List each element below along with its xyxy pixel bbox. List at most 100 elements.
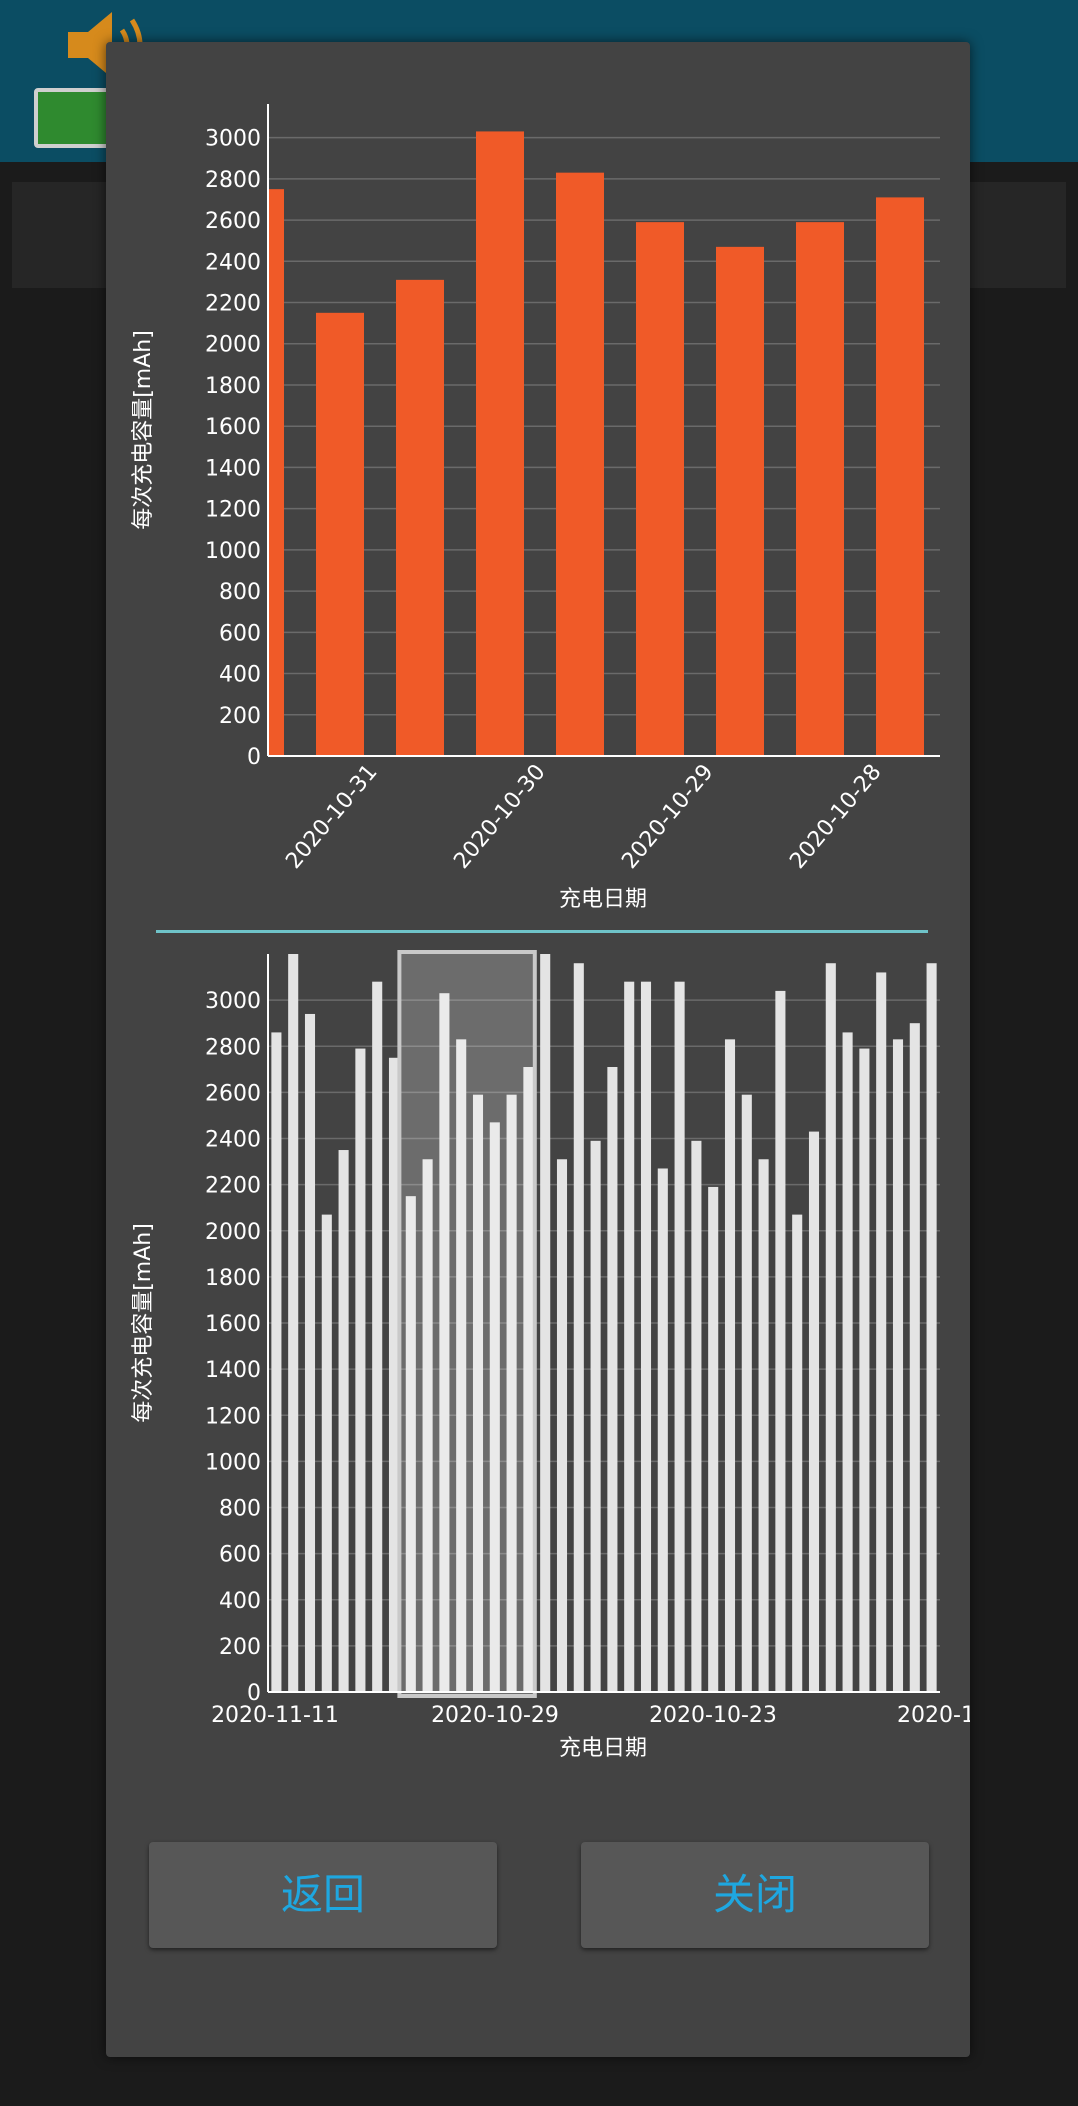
y-tick-label: 0 <box>247 1681 261 1706</box>
y-tick-label: 800 <box>219 1497 261 1522</box>
y-tick-label: 2400 <box>205 250 261 275</box>
bar <box>691 1140 702 1692</box>
x-tick-label: 2020-10-29 <box>617 760 718 874</box>
bar <box>355 1048 366 1692</box>
bar <box>674 981 685 1692</box>
y-tick-label: 1800 <box>205 1266 261 1291</box>
bar <box>476 131 524 757</box>
y-tick-label: 1600 <box>205 415 261 440</box>
bar <box>636 222 684 757</box>
charge-capacity-chart-overview[interactable]: 0 200 400 600 800 1000 1200 1400 1600 1800 2000 220… <box>131 950 970 1761</box>
x-tick-label: 2020-1 <box>897 1703 970 1728</box>
bar <box>372 981 383 1692</box>
bar <box>741 1094 752 1692</box>
x-tick-label: 2020-10-28 <box>785 760 886 874</box>
bar <box>316 312 364 756</box>
y-tick-label: 1400 <box>205 1358 261 1383</box>
y-tick-label: 1200 <box>205 498 261 523</box>
bar <box>422 1159 433 1692</box>
charge-capacity-chart-detail[interactable]: 0 200 400 600 800 1000 1200 1400 1600 1800 2000 220… <box>131 104 940 912</box>
y-tick-label: 1000 <box>205 539 261 564</box>
bar <box>288 954 299 1692</box>
bar <box>338 1150 349 1692</box>
bar <box>271 1032 282 1692</box>
bar <box>657 1168 668 1692</box>
chart-divider <box>156 930 928 933</box>
charge-charts: 0200400600800100012001400160018002000220… <box>131 104 970 1761</box>
bar <box>842 1032 853 1692</box>
y-tick-label: 1600 <box>205 1312 261 1337</box>
bar <box>489 1122 500 1692</box>
bar <box>624 981 635 1692</box>
x-axis-title: 充电日期 <box>559 1736 647 1761</box>
bar <box>796 222 844 757</box>
y-tick-label: 3000 <box>205 127 261 152</box>
bar <box>388 1057 400 1692</box>
bar <box>758 1159 769 1692</box>
y-tick-label: 600 <box>219 621 261 646</box>
selection-window <box>397 950 537 1698</box>
bar <box>926 963 937 1692</box>
bar <box>523 1067 534 1692</box>
y-tick-label: 2000 <box>205 333 261 358</box>
x-tick-label: 2020-10-31 <box>281 760 382 874</box>
y-tick-label: 2800 <box>205 1035 261 1060</box>
y-tick-label: 2600 <box>205 1081 261 1106</box>
bar <box>304 1013 316 1692</box>
close-button[interactable]: 关闭 <box>581 1842 929 1948</box>
bar <box>876 197 924 756</box>
x-tick-label: 2020-10-23 <box>649 1703 777 1728</box>
x-tick-label: 2020-10-29 <box>431 1703 559 1728</box>
y-tick-label: 200 <box>219 1635 261 1660</box>
bar <box>396 279 444 756</box>
bar <box>716 246 764 756</box>
y-tick-label: 200 <box>219 704 261 729</box>
bar <box>405 1196 416 1692</box>
y-tick-label: 1800 <box>205 374 261 399</box>
bar <box>590 1140 601 1692</box>
y-tick-label: 400 <box>219 663 261 688</box>
bar <box>607 1067 618 1692</box>
bar <box>321 1214 332 1692</box>
bar <box>472 1094 484 1692</box>
bar <box>909 1023 920 1692</box>
bar <box>825 963 836 1692</box>
y-axis-title: 每次充电容量[mAh] <box>131 1223 156 1423</box>
x-tick-label: 2020-11-11 <box>211 1703 339 1728</box>
bar <box>808 1131 820 1692</box>
y-tick-label: 1400 <box>205 456 261 481</box>
y-tick-label: 2200 <box>205 1174 261 1199</box>
y-tick-label: 600 <box>219 1543 261 1568</box>
bar <box>775 990 786 1692</box>
bar <box>573 963 584 1692</box>
y-tick-label: 2800 <box>205 168 261 193</box>
y-tick-label: 0 <box>247 745 261 770</box>
bar <box>540 954 551 1692</box>
bar <box>892 1039 904 1692</box>
charge-history-dialog: 0 200 400 600 800 1000 1200 1400 1600 1800 2000 220… <box>106 42 970 2057</box>
y-tick-label: 800 <box>219 580 261 605</box>
bar <box>876 972 887 1692</box>
y-tick-label: 400 <box>219 1589 261 1614</box>
y-axis-title: 每次充电容量[mAh] <box>131 330 156 530</box>
bar <box>640 981 652 1692</box>
bar <box>792 1214 803 1692</box>
y-tick-label: 2000 <box>205 1220 261 1245</box>
y-tick-label: 1000 <box>205 1450 261 1475</box>
bar <box>269 189 284 757</box>
bar <box>456 1039 467 1692</box>
x-tick-label: 2020-10-30 <box>449 760 550 874</box>
y-tick-label: 2600 <box>205 209 261 234</box>
bar <box>556 172 604 756</box>
y-tick-label: 3000 <box>205 989 261 1014</box>
bar <box>708 1186 719 1692</box>
x-axis-title: 充电日期 <box>559 887 647 912</box>
bar <box>556 1159 568 1692</box>
y-tick-label: 2400 <box>205 1128 261 1153</box>
bar <box>859 1048 870 1692</box>
y-tick-label: 1200 <box>205 1404 261 1429</box>
y-tick-label: 2200 <box>205 292 261 317</box>
back-button[interactable]: 返回 <box>149 1842 497 1948</box>
bar <box>724 1039 736 1692</box>
battery-icon <box>34 88 114 148</box>
